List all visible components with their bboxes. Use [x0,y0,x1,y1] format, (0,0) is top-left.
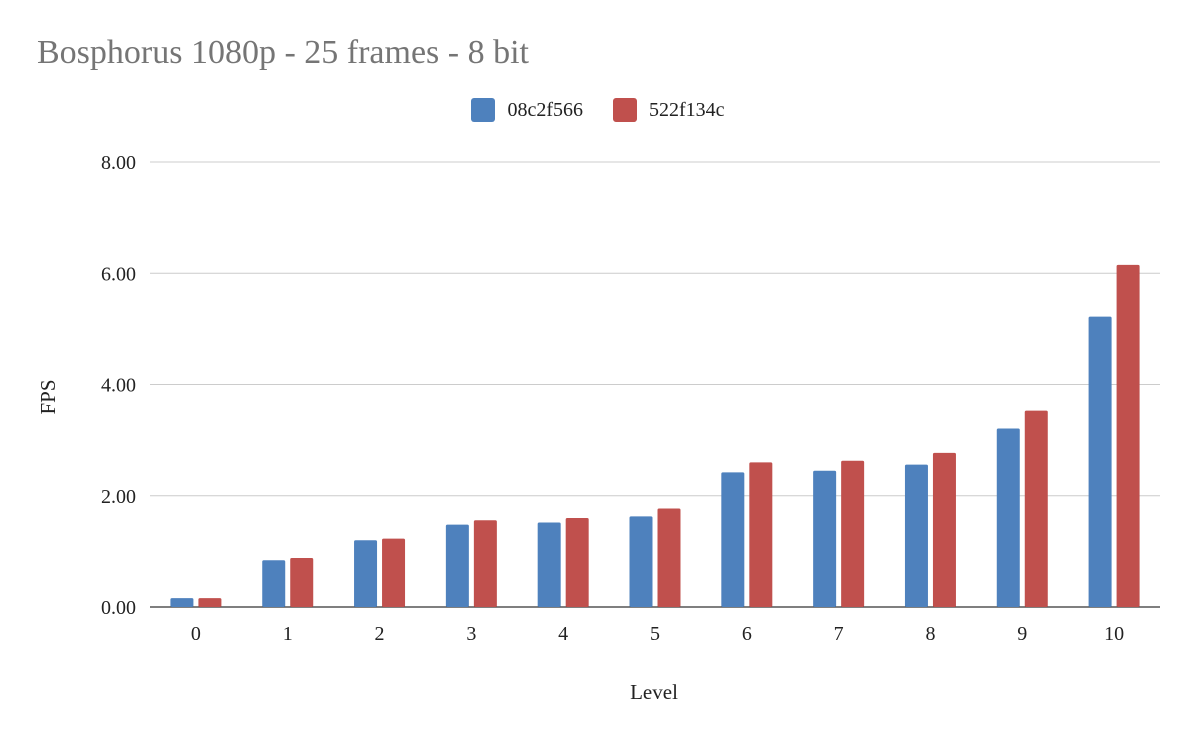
bar-series-2-level-3 [473,520,497,607]
bar-series-2-level-9 [1024,410,1048,607]
y-tick-labels: 0.00 2.00 4.00 6.00 8.00 [101,152,136,619]
chart-title: Bosphorus 1080p - 25 frames - 8 bit [37,34,530,71]
x-tick-label: 9 [1017,623,1027,645]
bars [170,264,1140,607]
x-tick-label: 3 [466,623,476,645]
bar-series-2-level-4 [565,518,589,607]
bar-series-1-level-5 [629,516,653,607]
bar-series-1-level-0 [170,598,194,607]
bar-series-1-level-8 [904,464,928,607]
bar-series-1-level-6 [721,472,745,607]
x-tick-label: 5 [650,623,660,645]
bar-series-2-level-2 [382,538,406,607]
x-tick-labels: 0 1 2 3 4 5 6 7 8 9 10 [191,623,1124,645]
bar-series-1-level-1 [262,560,286,607]
bar-series-1-level-2 [354,540,378,607]
legend-swatch-series-1 [471,98,496,122]
x-tick-label: 7 [834,623,844,645]
x-axis-label: Level [630,680,678,704]
bar-series-2-level-7 [841,460,865,607]
x-tick-label: 10 [1104,623,1124,645]
x-tick-label: 1 [283,623,293,645]
bar-series-2-level-8 [932,452,956,607]
legend: 08c2f566 522f134c [0,98,1196,122]
bar-series-2-level-0 [198,598,222,607]
legend-item-series-1: 08c2f566 [471,98,583,122]
x-tick-label: 4 [558,623,568,645]
y-tick-label: 8.00 [101,152,136,174]
bar-series-1-level-10 [1088,316,1112,607]
y-tick-label: 0.00 [101,597,136,619]
x-tick-label: 2 [375,623,385,645]
bar-series-1-level-7 [813,470,837,607]
x-tick-label: 8 [925,623,935,645]
bar-series-1-level-4 [537,522,561,607]
bar-series-2-level-6 [749,462,773,607]
gridlines [150,161,1160,608]
bar-series-2-level-5 [657,508,681,607]
y-tick-label: 2.00 [101,486,136,508]
bar-series-1-level-3 [445,524,469,607]
legend-label-series-1: 08c2f566 [507,98,583,121]
bar-series-1-level-9 [996,428,1020,607]
legend-label-series-2: 522f134c [649,98,725,121]
bar-series-2-level-1 [290,558,314,607]
legend-swatch-series-2 [613,98,637,122]
bar-series-2-level-10 [1116,264,1140,607]
x-tick-label: 0 [191,623,201,645]
legend-item-series-2: 522f134c [613,98,725,122]
x-tick-label: 6 [742,623,752,645]
y-tick-label: 6.00 [101,263,136,285]
y-axis-label: FPS [36,379,60,414]
y-tick-label: 4.00 [101,375,136,397]
